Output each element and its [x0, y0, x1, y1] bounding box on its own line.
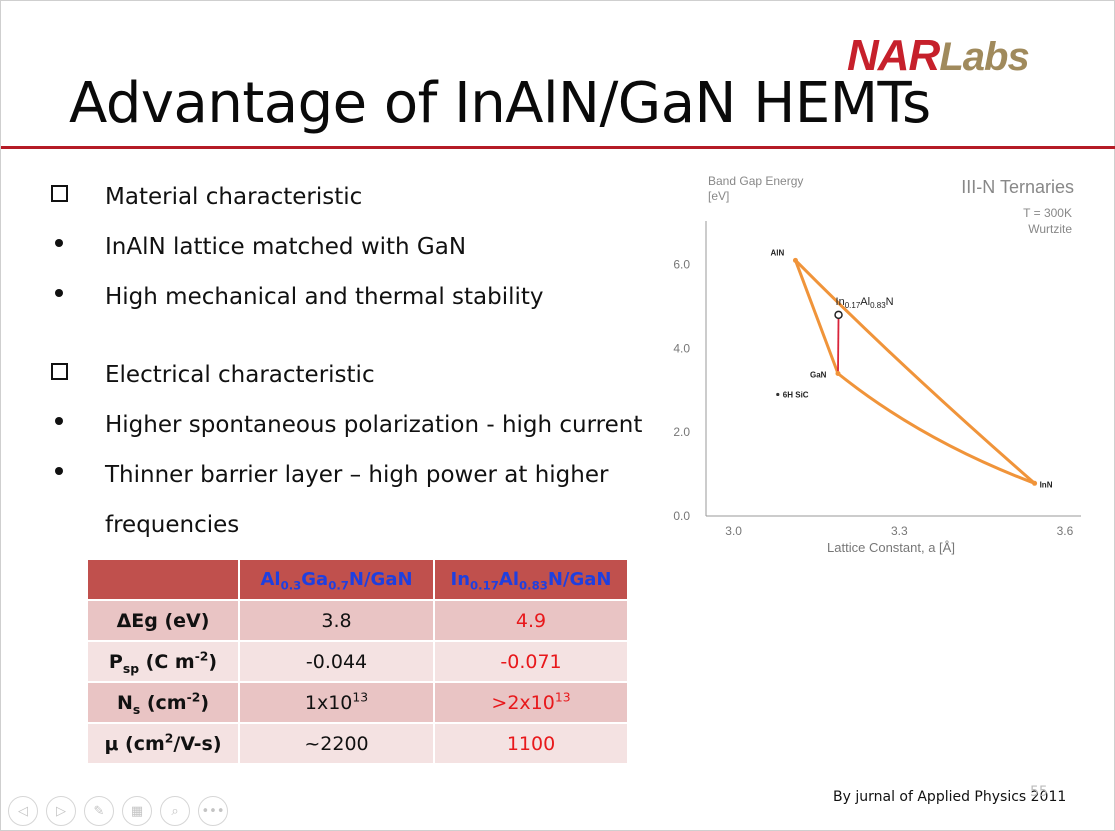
comparison-table: Al0.3Ga0.7N/GaN In0.17Al0.83N/GaN ΔEg (e… [86, 558, 629, 765]
row-label: Ns (cm-2) [86, 681, 240, 724]
bullet-text: Thinner barrier layer – high power at hi… [105, 462, 609, 488]
inaln-value: 4.9 [433, 599, 629, 642]
y-tick-label: 4.0 [673, 341, 690, 355]
inaln-value: >2x1013 [433, 681, 629, 724]
inaln-value: 1100 [433, 722, 629, 765]
gan-point [835, 371, 841, 376]
inn-point [1032, 480, 1038, 486]
bullet-text: frequencies [105, 512, 240, 538]
pen-tool-button[interactable]: ✎ [84, 796, 114, 826]
aln-inn-curve [794, 259, 1036, 485]
title-underline [1, 146, 1115, 149]
y-tick-label: 0.0 [673, 509, 690, 523]
point-label: AlN [770, 248, 784, 257]
table-row: μ (cm2/V-s) ~2200 1100 [86, 722, 629, 765]
table-row: Ns (cm-2) 1x1013 >2x1013 [86, 681, 629, 724]
gan-inn-curve [837, 372, 1036, 485]
bullet-list: Material characteristic InAlN lattice mat… [49, 177, 649, 555]
lattice-match-line [837, 314, 840, 374]
citation-text: By jurnal of Applied Physics 2011 [833, 789, 1067, 805]
row-label: μ (cm2/V-s) [86, 722, 240, 765]
inaln-point [834, 310, 843, 320]
chart-subtitle: Wurtzite [1028, 222, 1072, 236]
bullet-item: Material characteristic [49, 177, 649, 227]
zoom-button[interactable]: ⌕ [160, 796, 190, 826]
bullet-item: Higher spontaneous polarization - high c… [49, 405, 649, 455]
aln-gan-curve [794, 259, 840, 375]
point-label: InN [1040, 480, 1053, 489]
bullet-dot-icon [49, 233, 69, 253]
narlabs-logo: NARLabs [847, 31, 1030, 80]
row-label: Psp (C m-2) [86, 640, 240, 683]
algan-value: -0.044 [238, 640, 435, 683]
bullet-text: Material characteristic [105, 184, 363, 210]
y-axis-label: Band Gap Energy [708, 174, 803, 188]
algan-value: 1x1013 [238, 681, 435, 724]
point-label: In0.17Al0.83N [836, 296, 894, 310]
row-label: ΔEg (eV) [86, 599, 240, 642]
aln-point [792, 257, 798, 263]
inaln-value: -0.071 [433, 640, 629, 683]
x-tick-label: 3.6 [1057, 524, 1074, 538]
bullet-item: Electrical characteristic [49, 355, 649, 405]
y-tick-label: 2.0 [673, 425, 690, 439]
bullet-text: InAlN lattice matched with GaN [105, 234, 467, 260]
next-slide-button[interactable]: ▷ [46, 796, 76, 826]
x-tick-label: 3.0 [725, 524, 742, 538]
page-number: 55 [1030, 784, 1048, 800]
prev-slide-button[interactable]: ◁ [8, 796, 38, 826]
chart-title: III-N Ternaries [961, 177, 1074, 197]
y-axis-label: [eV] [708, 189, 729, 203]
x-tick-label: 3.3 [891, 524, 908, 538]
band-gap-chart: 0.0 2.0 4.0 6.0 3.0 3.3 3.6 Band Gap Energy[eV]… [673, 174, 1081, 555]
sic-point [776, 392, 780, 397]
y-tick-label: 6.0 [673, 258, 690, 272]
bullet-dot-icon [49, 283, 69, 303]
checkbox-bullet-icon [49, 361, 69, 381]
slide-title: Advantage of InAlN/GaN HEMTs [69, 71, 931, 136]
bullet-text: Electrical characteristic [105, 362, 375, 388]
x-axis-label: Lattice Constant, a [Å] [827, 540, 955, 555]
table-header-algan: Al0.3Ga0.7N/GaN [238, 558, 435, 601]
table-row: ΔEg (eV) 3.8 4.9 [86, 599, 629, 642]
point-label: GaN [810, 371, 827, 380]
bullet-dot-icon [49, 461, 69, 481]
bullet-item: Thinner barrier layer – high power at hi… [49, 455, 649, 505]
bullet-dot-icon [49, 411, 69, 431]
chart-subtitle: T = 300K [1023, 206, 1072, 220]
bullet-item: InAlN lattice matched with GaN [49, 227, 649, 277]
bullet-item: High mechanical and thermal stability [49, 277, 649, 327]
algan-value: 3.8 [238, 599, 435, 642]
table-corner-cell [86, 558, 240, 601]
bullet-item: frequencies [49, 505, 649, 555]
bullet-dot-icon [49, 511, 69, 531]
table-header-inaln: In0.17Al0.83N/GaN [433, 558, 629, 601]
checkbox-bullet-icon [49, 183, 69, 203]
bullet-text: High mechanical and thermal stability [105, 284, 544, 310]
bullet-text: Higher spontaneous polarization - high c… [105, 412, 643, 438]
table-row: Psp (C m-2) -0.044 -0.071 [86, 640, 629, 683]
point-label: 6H SiC [783, 390, 809, 399]
algan-value: ~2200 [238, 722, 435, 765]
slideshow-toolbar: ◁ ▷ ✎ ▦ ⌕ ••• [8, 796, 228, 826]
slides-grid-button[interactable]: ▦ [122, 796, 152, 826]
more-options-button[interactable]: ••• [198, 796, 228, 826]
